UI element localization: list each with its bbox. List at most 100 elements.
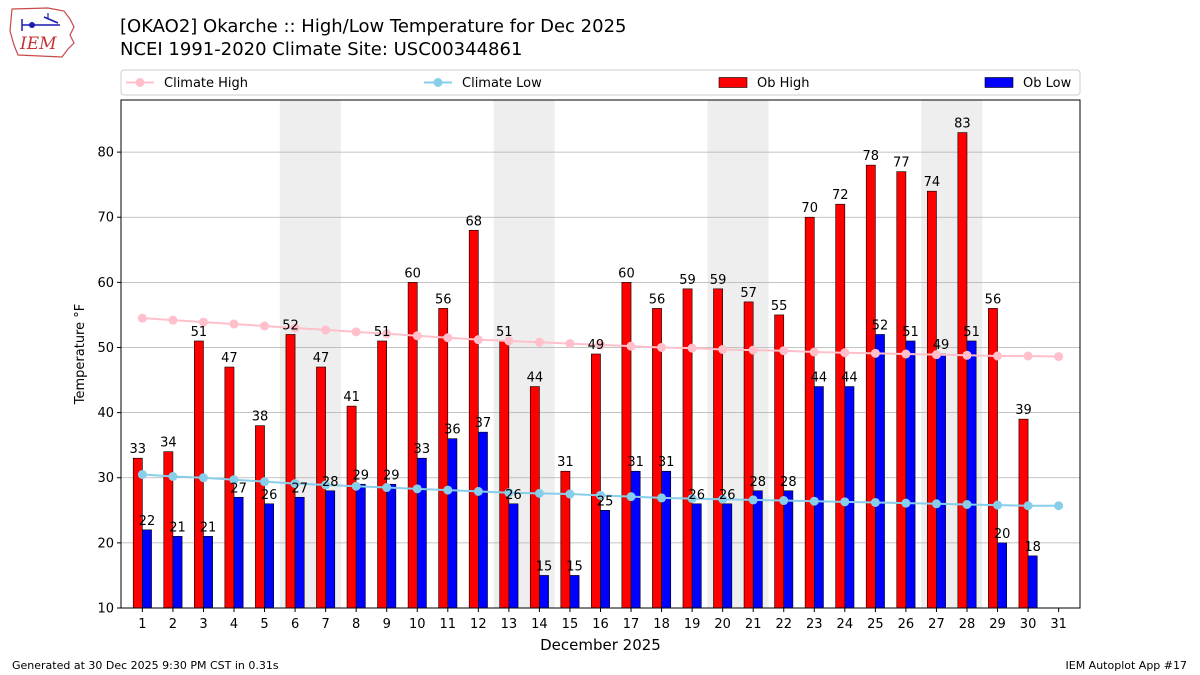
climate-low-point [809, 496, 819, 506]
ob-low-label: 15 [566, 559, 583, 574]
ob-low-bar [966, 340, 977, 609]
ob-low-bar [752, 490, 763, 609]
ob-high-label: 34 [160, 436, 177, 451]
ob-low-label: 18 [1024, 540, 1041, 555]
climate-low-point [901, 498, 911, 508]
ob-high-label: 59 [710, 273, 727, 288]
ob-high-bar [804, 216, 815, 609]
ob-high-bar [926, 190, 937, 609]
ob-low-label: 15 [536, 559, 553, 574]
ob-high-label: 39 [1015, 403, 1032, 418]
ob-low-bar [875, 334, 885, 609]
ob-high-label: 33 [130, 442, 147, 457]
x-tick-label: 31 [1050, 617, 1067, 632]
x-tick-label: 16 [592, 617, 609, 632]
ob-high-label: 74 [924, 175, 941, 190]
y-tick-label: 30 [97, 471, 114, 486]
climate-high-point [809, 347, 819, 357]
climate-low-point [870, 497, 880, 507]
ob-high-label: 55 [771, 299, 788, 314]
climate-low-point [168, 471, 178, 481]
ob-low-label: 44 [841, 371, 858, 386]
x-tick-label: 24 [837, 617, 854, 632]
climate-high-point [840, 348, 850, 358]
x-tick-label: 7 [321, 617, 329, 632]
x-tick-label: 27 [928, 617, 945, 632]
ob-high-label: 70 [801, 201, 818, 216]
x-tick-label: 8 [352, 617, 360, 632]
ob-low-bar [233, 496, 244, 609]
climate-high-point [534, 337, 544, 347]
ob-high-label: 60 [404, 266, 421, 281]
legend-ob-low-label: Ob Low [1023, 76, 1072, 91]
climate-low-point [748, 495, 758, 505]
climate-high-point [1023, 351, 1033, 361]
x-tick-label: 11 [440, 617, 457, 632]
ob-low-label: 21 [169, 520, 186, 535]
y-tick-label: 50 [97, 341, 114, 356]
y-tick-label: 20 [97, 536, 114, 551]
climate-high-point [901, 349, 911, 359]
ob-high-bar [896, 171, 907, 609]
ob-high-label: 78 [863, 149, 880, 164]
climate-low-point [137, 469, 147, 479]
climate-high-point [198, 317, 208, 327]
x-tick-label: 25 [867, 617, 884, 632]
climate-high-point [565, 339, 575, 349]
x-tick-label: 15 [562, 617, 579, 632]
climate-high-point [870, 348, 880, 358]
climate-low-point [412, 484, 422, 494]
ob-high-bar [865, 164, 876, 609]
climate-high-point [137, 313, 147, 323]
ob-low-label: 28 [750, 475, 767, 490]
ob-high-label: 57 [740, 286, 757, 301]
chart-subtitle: NCEI 1991-2020 Climate Site: USC00344861 [120, 39, 523, 60]
ob-high-label: 83 [954, 117, 971, 132]
ob-low-bar [264, 503, 275, 609]
ob-high-label: 47 [313, 351, 330, 366]
y-tick-label: 10 [97, 602, 114, 617]
ob-low-label: 31 [627, 455, 644, 470]
legend-climate-low-label: Climate Low [462, 76, 542, 91]
ob-high-label: 72 [832, 188, 849, 203]
x-tick-label: 6 [291, 617, 299, 632]
x-tick-label: 28 [959, 617, 976, 632]
ob-low-label: 20 [994, 527, 1011, 542]
ob-low-label: 25 [597, 494, 614, 509]
ob-low-bar [294, 496, 305, 609]
x-tick-label: 22 [775, 617, 792, 632]
ob-high-label: 68 [465, 214, 482, 229]
ob-low-label: 29 [383, 468, 400, 483]
ob-high-label: 60 [618, 266, 635, 281]
ob-low-label: 49 [933, 338, 950, 353]
ob-high-label: 47 [221, 351, 238, 366]
ob-low-bar [691, 503, 702, 609]
ob-low-label: 26 [688, 488, 705, 503]
ob-low-label: 28 [780, 475, 797, 490]
climate-high-point [931, 350, 941, 360]
climate-high-point [779, 346, 789, 356]
x-tick-label: 19 [684, 617, 701, 632]
app-label: IEM Autoplot App #17 [1065, 659, 1188, 672]
climate-high-point [229, 319, 239, 329]
ob-high-label: 52 [282, 318, 299, 333]
x-tick-label: 17 [623, 617, 640, 632]
climate-low-point [443, 485, 453, 495]
ob-low-label: 27 [230, 481, 247, 496]
climate-low-point [534, 488, 544, 498]
climate-low-point [290, 479, 300, 489]
ob-low-bar [416, 457, 427, 609]
ob-low-bar [905, 340, 916, 609]
legend-climate-low-marker [433, 78, 443, 87]
ob-high-bar [499, 340, 510, 609]
ob-low-bar [508, 503, 519, 609]
y-tick-label: 40 [97, 406, 114, 421]
x-tick-label: 21 [745, 617, 762, 632]
ob-low-label: 27 [291, 481, 308, 496]
ob-low-bar [783, 490, 794, 609]
climate-high-point [290, 323, 300, 333]
ob-high-label: 31 [557, 455, 574, 470]
ob-low-bar [722, 503, 733, 609]
climate-high-point [504, 336, 514, 346]
